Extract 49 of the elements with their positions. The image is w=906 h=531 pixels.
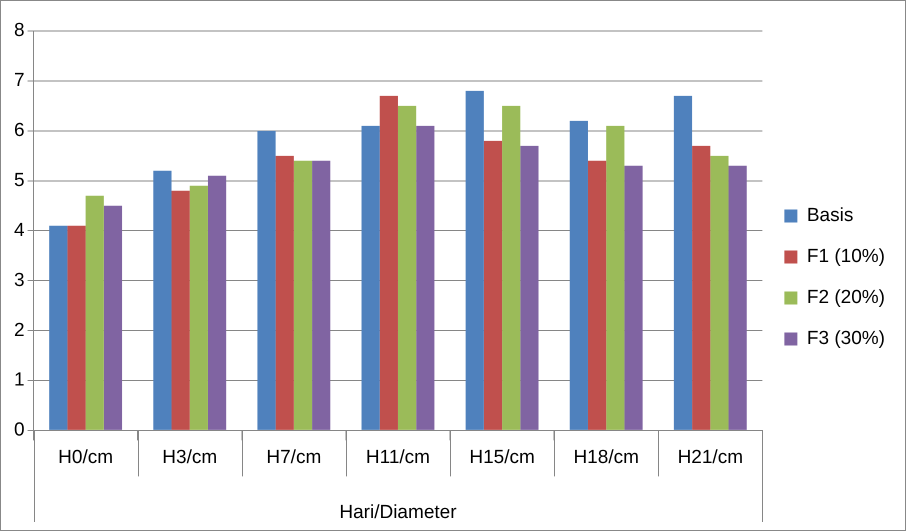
bar (190, 186, 208, 430)
y-tick-label: 4 (14, 220, 25, 241)
bar (416, 126, 434, 430)
bar (520, 146, 539, 430)
bar (710, 156, 729, 430)
y-tick-label: 3 (14, 270, 25, 291)
bar (484, 140, 502, 430)
bar (624, 166, 643, 430)
bar (86, 196, 104, 430)
legend-label: F2 (20%) (806, 287, 886, 308)
y-tick-label: 6 (14, 120, 25, 142)
y-tick-label: 7 (14, 70, 25, 92)
bar (172, 190, 190, 430)
x-axis-title: Hari/Diameter (339, 502, 458, 523)
bar (466, 90, 484, 430)
x-tick-label: H0/cm (58, 447, 114, 468)
bar (257, 130, 276, 430)
x-tick-label: H11/cm (366, 447, 430, 468)
bar (588, 160, 606, 430)
bar (312, 160, 330, 430)
legend-label: Basis (806, 205, 854, 226)
x-tick-label: H7/cm (266, 447, 322, 468)
bar (49, 226, 68, 430)
y-tick-label: 2 (14, 320, 25, 341)
bar (276, 156, 294, 430)
bar (208, 176, 226, 430)
bar (398, 106, 416, 430)
y-tick-label: 8 (14, 20, 25, 42)
bar (294, 160, 312, 430)
bar (606, 126, 624, 430)
bar (153, 170, 172, 430)
bar (380, 96, 398, 430)
x-tick-label: H15/cm (469, 447, 535, 468)
y-tick-label: 0 (14, 420, 25, 441)
x-tick-label: H3/cm (162, 447, 218, 468)
y-tick-label: 5 (14, 170, 25, 192)
bar (728, 166, 747, 430)
x-tick-label: H21/cm (678, 447, 744, 468)
bar (67, 226, 86, 430)
bar (674, 96, 692, 430)
legend-label: F1 (10%) (806, 246, 886, 268)
legend-label: F3 (30%) (806, 328, 886, 350)
bar (502, 106, 520, 430)
bar (362, 126, 380, 430)
y-tick-label: 1 (14, 370, 25, 391)
bar (570, 120, 588, 430)
bar (104, 206, 122, 430)
x-tick-label: H18/cm (573, 447, 639, 468)
bar (692, 146, 710, 430)
